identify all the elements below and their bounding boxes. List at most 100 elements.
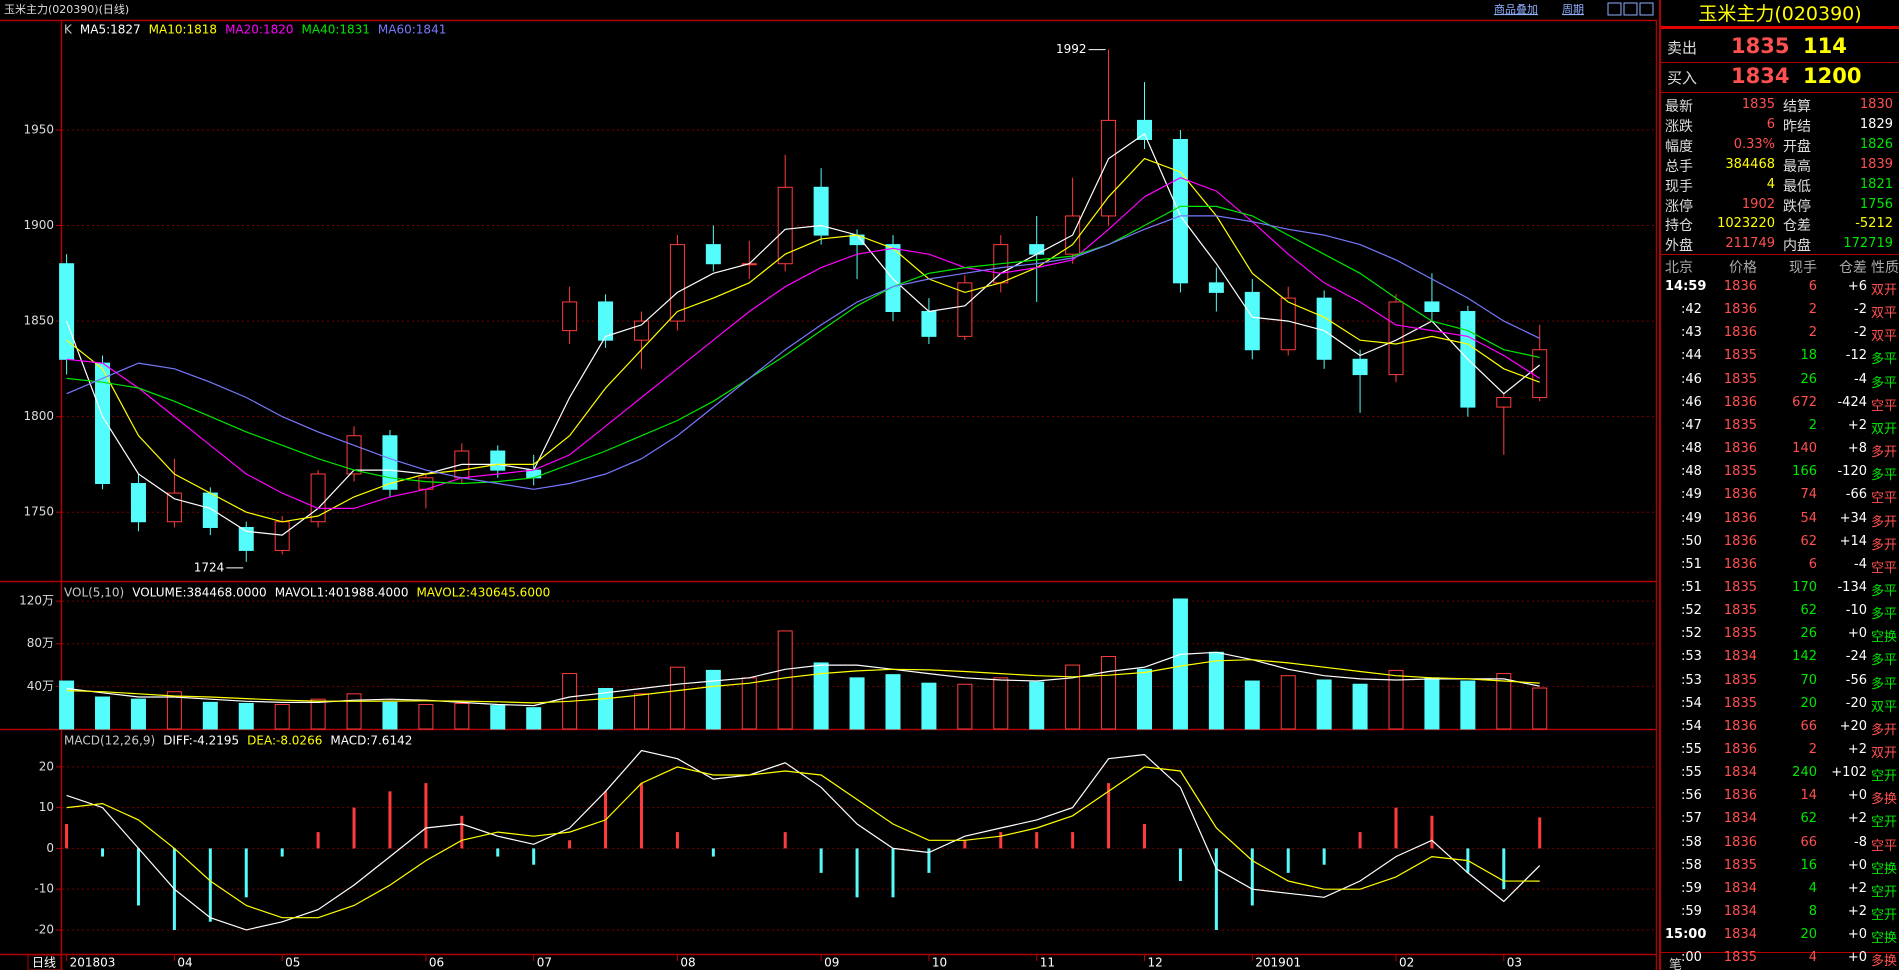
trade-kind: 多平	[1871, 676, 1898, 692]
volume-bar	[1316, 679, 1332, 730]
trade-time: :42	[1681, 302, 1702, 318]
trade-price: 1835	[1723, 348, 1757, 364]
trade-time: :51	[1681, 579, 1702, 595]
candle-body	[59, 263, 75, 360]
x-tick-label: 09	[824, 956, 839, 970]
legend-entry: MA60:1841	[378, 23, 446, 37]
trade-price: 1834	[1723, 649, 1757, 665]
trade-price: 1834	[1723, 927, 1757, 943]
trade-time: 14:59	[1665, 279, 1707, 294]
trade-volume: 672	[1792, 394, 1817, 410]
legend-entry: MACD(12,26,9)	[64, 734, 155, 748]
trade-time: :52	[1681, 603, 1702, 619]
trade-price: 1836	[1723, 556, 1757, 572]
trade-time: :51	[1681, 556, 1702, 572]
legend-entry: DIFF:-4.2195	[163, 734, 239, 748]
trade-kind: 空平	[1871, 838, 1898, 854]
volume-bar	[1029, 681, 1045, 730]
trade-price: 1836	[1723, 510, 1757, 526]
buy-price: 1834	[1731, 64, 1790, 88]
volume-bar	[1388, 669, 1404, 730]
trade-change: -56	[1845, 672, 1867, 688]
overlay-link[interactable]: 商品叠加	[1494, 2, 1538, 16]
separator	[1661, 92, 1899, 93]
volume-bar	[454, 702, 470, 730]
period-link[interactable]: 周期	[1562, 3, 1584, 16]
x-tick-label: 05	[285, 956, 300, 970]
trade-volume: 62	[1800, 811, 1817, 827]
trade-time: :58	[1681, 834, 1702, 850]
trade-price: 1836	[1723, 441, 1757, 457]
volume-bar	[957, 683, 973, 730]
volume-bar	[95, 696, 111, 730]
trade-time: :59	[1681, 904, 1702, 920]
button[interactable]	[1607, 2, 1622, 16]
trade-kind: 双平	[1871, 329, 1898, 345]
volume-bar	[885, 674, 901, 730]
trade-volume: 2	[1808, 325, 1817, 341]
candle-body	[382, 435, 398, 490]
volume-bar	[1352, 683, 1368, 730]
trade-time: :50	[1681, 533, 1702, 549]
stat-value: 0.33%	[1733, 136, 1775, 152]
volume-bar	[526, 707, 542, 730]
x-tick-label: 10	[932, 956, 947, 970]
trade-kind: 双开	[1871, 421, 1898, 437]
stat-value: 4	[1766, 176, 1775, 192]
candle-body	[957, 282, 973, 337]
trade-change: +0	[1847, 626, 1867, 642]
candle-body	[633, 320, 649, 341]
trade-volume: 62	[1800, 603, 1817, 619]
trade-price: 1836	[1723, 394, 1757, 410]
trade-change: +14	[1839, 533, 1867, 549]
trade-kind: 空换	[1871, 861, 1898, 877]
legend-entry: MAVOL2:430645.6000	[416, 586, 550, 600]
trade-price: 1836	[1723, 279, 1757, 294]
trade-change: +8	[1847, 441, 1867, 457]
button[interactable]	[1623, 2, 1638, 16]
trade-time: :56	[1681, 788, 1702, 804]
volume-bar	[238, 702, 254, 730]
trade-kind: 多开	[1871, 537, 1898, 553]
stat-label: 跌停	[1783, 198, 1811, 215]
trade-volume: 18	[1800, 348, 1817, 364]
trade-change: -120	[1837, 464, 1867, 480]
trade-price: 1836	[1723, 834, 1757, 850]
legend-entry: K	[64, 23, 73, 37]
stat-label: 持仓	[1665, 218, 1693, 235]
trade-change: +20	[1839, 718, 1867, 734]
volume-bar	[669, 666, 685, 730]
stat-label: 结算	[1783, 99, 1811, 115]
trade-change: +0	[1847, 788, 1867, 804]
trade-kind: 空平	[1871, 491, 1898, 507]
y-tick-label: 40万	[27, 679, 54, 693]
trade-kind: 多平	[1871, 375, 1898, 391]
volume-bar	[490, 705, 506, 730]
trade-time: :58	[1681, 857, 1702, 873]
volume-bar	[1137, 668, 1152, 730]
stat-label: 外盘	[1665, 238, 1693, 255]
volume-bar	[418, 703, 434, 730]
trade-volume: 2	[1808, 742, 1817, 757]
trade-volume: 26	[1800, 371, 1817, 387]
candle-body	[202, 492, 218, 528]
stat-value: 1756	[1859, 196, 1893, 212]
candle-body	[813, 186, 829, 236]
trade-header: 性质	[1871, 260, 1899, 276]
trade-kind: 空平	[1871, 560, 1898, 576]
trade-time: :48	[1681, 464, 1702, 480]
indicator-line	[66, 157, 1540, 523]
stat-value: 1902	[1741, 196, 1775, 212]
stat-label: 内盘	[1783, 238, 1811, 255]
stat-label: 涨跌	[1665, 118, 1693, 135]
button[interactable]	[1639, 2, 1654, 16]
trade-volume: 6	[1808, 556, 1817, 572]
volume-bar	[1532, 687, 1548, 730]
candle-body	[1137, 119, 1152, 140]
trade-kind: 空平	[1871, 398, 1898, 414]
trade-time: :47	[1681, 417, 1702, 433]
x-tick-label: 12	[1148, 956, 1163, 970]
trade-price: 1834	[1723, 765, 1757, 781]
trade-volume: 240	[1792, 765, 1817, 781]
